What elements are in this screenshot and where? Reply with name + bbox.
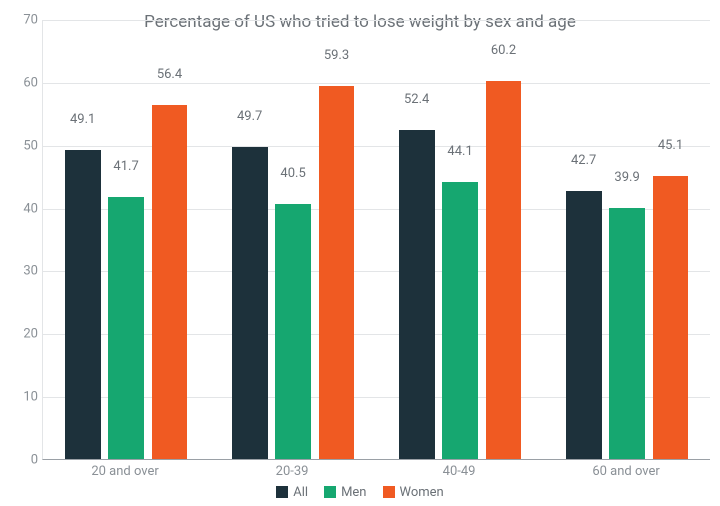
y-tick-label: 50 [4, 138, 38, 153]
bar-all [566, 191, 602, 459]
legend-swatch [324, 486, 336, 498]
bar-value-label: 41.7 [113, 159, 138, 178]
legend-swatch [276, 486, 288, 498]
bar-women [152, 105, 188, 460]
plot-area: 49.1 41.7 56.4 49.7 40.5 59.3 52.4 44.1 60.2 42.7… [42, 20, 710, 460]
legend-label: Women [400, 485, 444, 500]
bar-men [609, 208, 645, 459]
bar-value-label: 52.4 [404, 92, 429, 111]
bar-men [442, 182, 478, 459]
y-tick-label: 70 [4, 13, 38, 28]
x-category-label: 60 and over [592, 464, 659, 479]
bar-value-label: 56.4 [157, 67, 182, 86]
y-tick-label: 40 [4, 201, 38, 216]
grid-line [43, 83, 710, 84]
y-tick-label: 20 [4, 327, 38, 342]
bar-value-label: 39.9 [614, 170, 639, 189]
x-category-label: 40-49 [443, 464, 476, 479]
bar-value-label: 59.3 [324, 48, 349, 67]
bar-value-label: 44.1 [447, 144, 472, 163]
y-tick-label: 0 [4, 453, 38, 468]
grid-line [43, 20, 710, 21]
grid-line [43, 146, 710, 147]
bar-all [232, 147, 268, 459]
y-tick-label: 60 [4, 75, 38, 90]
bar-value-label: 60.2 [491, 43, 516, 62]
bar-men [108, 197, 144, 459]
y-tick-label: 30 [4, 264, 38, 279]
legend-label: All [293, 485, 308, 500]
bar-all [65, 150, 101, 459]
legend-swatch [383, 486, 395, 498]
legend: All Men Women [0, 485, 720, 503]
bar-men [275, 204, 311, 459]
bar-value-label: 40.5 [280, 166, 305, 185]
bar-women [653, 176, 689, 459]
legend-item-men: Men [324, 485, 366, 500]
x-category-label: 20-39 [276, 464, 309, 479]
bar-women [319, 86, 355, 459]
x-category-label: 20 and over [91, 464, 158, 479]
bar-value-label: 45.1 [658, 138, 683, 157]
weight-loss-chart: Percentage of US who tried to lose weigh… [0, 0, 720, 506]
legend-item-women: Women [383, 485, 444, 500]
bar-women [486, 81, 522, 459]
legend-label: Men [341, 485, 366, 500]
legend-item-all: All [276, 485, 308, 500]
bar-value-label: 49.7 [237, 109, 262, 128]
bar-value-label: 49.1 [70, 112, 95, 131]
y-tick-label: 10 [4, 390, 38, 405]
bar-value-label: 42.7 [571, 153, 596, 172]
bar-all [399, 130, 435, 459]
